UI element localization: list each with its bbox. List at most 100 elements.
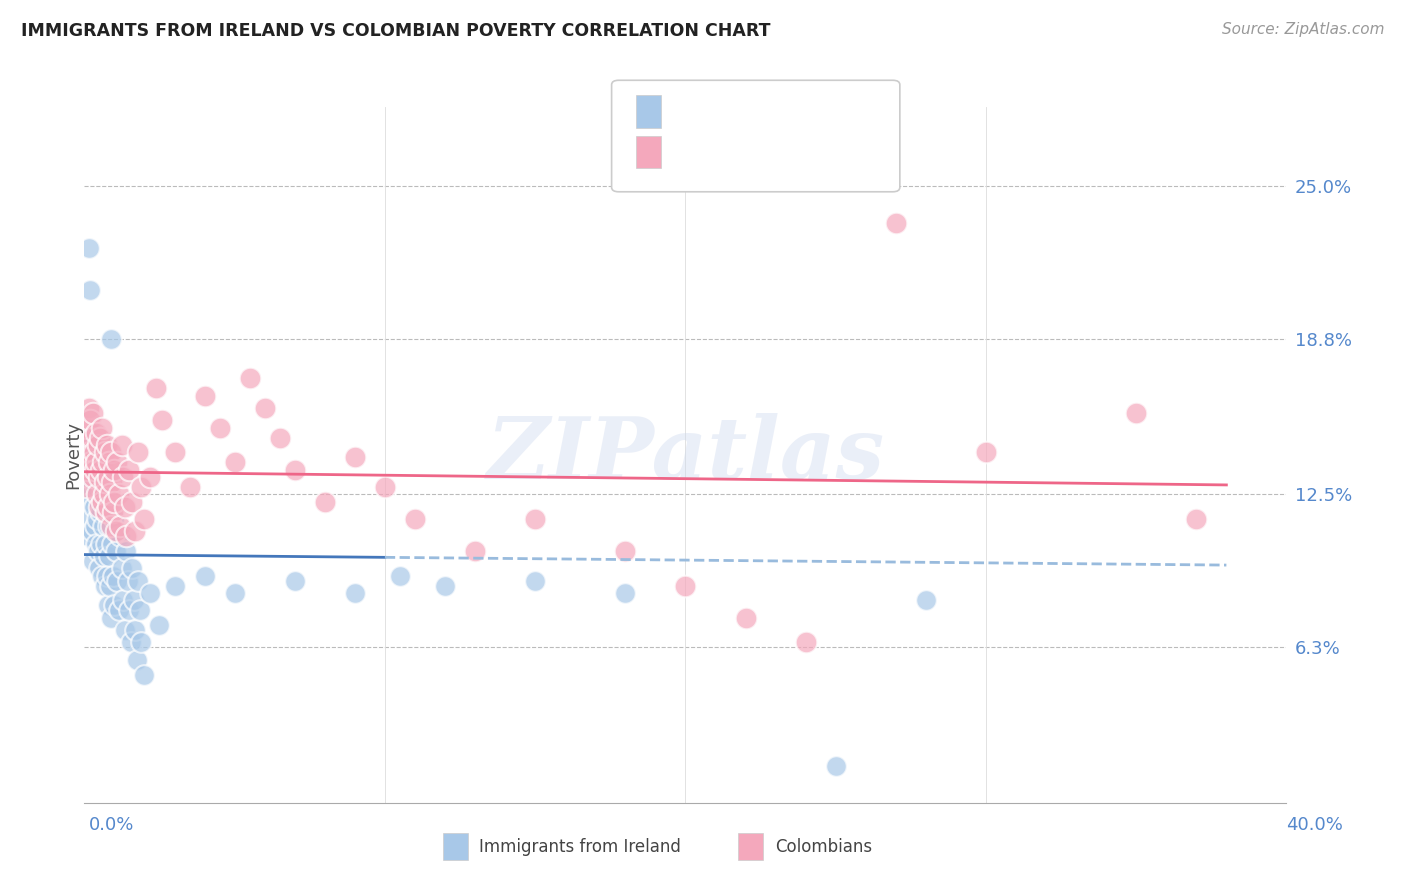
- Point: [208, 421, 231, 435]
- Point: [91, 487, 114, 501]
- Text: -0.052: -0.052: [717, 143, 782, 161]
- Point: [100, 445, 122, 459]
- Point: [94, 445, 117, 459]
- Point: [884, 216, 907, 230]
- Point: [139, 586, 162, 600]
- Point: [284, 574, 307, 588]
- Point: [98, 455, 121, 469]
- Point: [103, 512, 125, 526]
- Point: [90, 463, 112, 477]
- Point: [103, 463, 125, 477]
- Point: [91, 421, 114, 435]
- Point: [90, 537, 112, 551]
- Point: [614, 544, 637, 558]
- Point: [82, 554, 104, 568]
- Point: [110, 529, 132, 543]
- Point: [122, 593, 145, 607]
- Point: [179, 480, 201, 494]
- Point: [76, 421, 98, 435]
- Point: [794, 635, 817, 649]
- Point: [163, 445, 186, 459]
- Point: [343, 450, 366, 465]
- Point: [284, 463, 307, 477]
- Point: [80, 431, 103, 445]
- Point: [82, 470, 104, 484]
- Text: R =: R =: [675, 143, 714, 161]
- Point: [103, 599, 125, 613]
- Point: [75, 480, 97, 494]
- Point: [974, 445, 997, 459]
- Point: [121, 561, 143, 575]
- Point: [117, 574, 139, 588]
- Point: [124, 524, 146, 539]
- Point: [524, 512, 547, 526]
- Point: [524, 574, 547, 588]
- Point: [97, 519, 120, 533]
- Point: [107, 455, 129, 469]
- Point: [114, 623, 136, 637]
- Point: [434, 579, 457, 593]
- Point: [239, 371, 262, 385]
- Point: [145, 381, 167, 395]
- Point: [127, 445, 149, 459]
- Point: [824, 759, 846, 773]
- Point: [107, 574, 129, 588]
- Text: R =: R =: [675, 103, 714, 120]
- Point: [77, 529, 100, 543]
- Point: [100, 519, 122, 533]
- Point: [82, 406, 104, 420]
- Point: [77, 241, 100, 255]
- Point: [89, 505, 111, 519]
- Point: [125, 653, 148, 667]
- Point: [97, 470, 120, 484]
- Point: [139, 470, 162, 484]
- Text: IMMIGRANTS FROM IRELAND VS COLOMBIAN POVERTY CORRELATION CHART: IMMIGRANTS FROM IRELAND VS COLOMBIAN POV…: [21, 22, 770, 40]
- Point: [98, 579, 121, 593]
- Point: [101, 505, 124, 519]
- Point: [131, 635, 153, 649]
- Point: [84, 425, 107, 440]
- Point: [253, 401, 276, 415]
- Point: [86, 512, 108, 526]
- Point: [108, 487, 131, 501]
- Point: [83, 445, 105, 459]
- Point: [104, 524, 127, 539]
- Point: [1125, 406, 1147, 420]
- Point: [112, 593, 135, 607]
- Point: [83, 463, 105, 477]
- Point: [97, 599, 120, 613]
- Point: [101, 569, 124, 583]
- Point: [86, 480, 108, 494]
- Text: -0.019: -0.019: [717, 103, 782, 120]
- Text: 0.0%: 0.0%: [89, 816, 134, 834]
- Point: [118, 463, 141, 477]
- Point: [269, 431, 291, 445]
- Point: [464, 544, 486, 558]
- Point: [76, 470, 98, 484]
- Point: [83, 500, 105, 514]
- Point: [89, 431, 111, 445]
- Point: [90, 569, 112, 583]
- Point: [76, 480, 98, 494]
- Y-axis label: Poverty: Poverty: [65, 421, 82, 489]
- Point: [374, 480, 396, 494]
- Point: [86, 487, 108, 501]
- Point: [91, 455, 114, 469]
- Point: [84, 537, 107, 551]
- Text: ZIPatlas: ZIPatlas: [486, 413, 884, 497]
- Point: [79, 445, 101, 459]
- Point: [148, 618, 170, 632]
- Point: [115, 544, 138, 558]
- Point: [194, 569, 217, 583]
- Point: [93, 549, 115, 563]
- Point: [77, 463, 100, 477]
- Point: [314, 495, 336, 509]
- Point: [91, 519, 114, 533]
- Point: [97, 500, 120, 514]
- Point: [108, 603, 131, 617]
- Point: [110, 519, 132, 533]
- Point: [124, 623, 146, 637]
- Point: [104, 544, 127, 558]
- Point: [675, 579, 697, 593]
- Point: [163, 579, 186, 593]
